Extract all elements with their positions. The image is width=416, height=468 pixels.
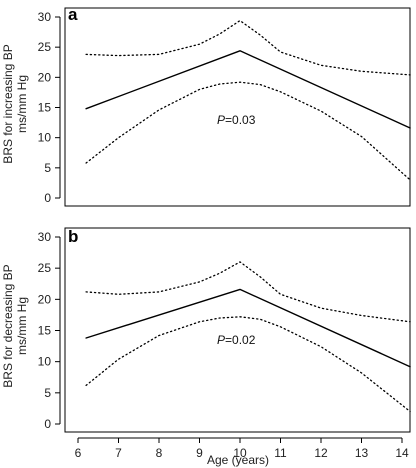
- panel-b-x-tick-label: 7: [115, 446, 122, 460]
- panel-a-y-tick-label: 15: [38, 101, 52, 115]
- panel-b-plot-box: [64, 227, 411, 433]
- panel-b-letter: b: [68, 227, 78, 246]
- x-axis-title: Age (years): [207, 453, 269, 467]
- panel-a-y-tick-label: 5: [44, 161, 51, 175]
- panel-a-p-symbol: P: [217, 113, 225, 127]
- panel-b-p-symbol: P: [217, 333, 225, 347]
- panel-b-x-tick-label: 9: [196, 446, 203, 460]
- panel-a-y-axis-title: BRS for increasing BP: [1, 44, 15, 163]
- panel-b-y-tick-label: 20: [38, 292, 52, 306]
- panel-a-y-tick-label: 0: [44, 191, 51, 205]
- panel-b-p-number: =0.02: [225, 333, 256, 347]
- panel-a-letter: a: [68, 5, 78, 24]
- panel-b-x-tick-label: 8: [156, 446, 163, 460]
- panel-a-y-tick-label: 20: [38, 70, 52, 84]
- panel-b-x-tick-label: 14: [395, 446, 409, 460]
- panel-b-x-tick-label: 12: [314, 446, 328, 460]
- panel-a-upper-ci-line: [85, 19, 411, 76]
- panel-a-lower-ci-line: [85, 81, 411, 181]
- panel-a-lines: [85, 19, 411, 181]
- panel-a-y-axis-units: ms/mm Hg: [15, 75, 29, 133]
- panel-b-ticks: 0 5 10 15 20 25 30 6 7 8 9 10 11 12 13 14: [38, 230, 409, 460]
- panel-b-upper-ci-line: [85, 261, 411, 323]
- panel-b-y-axis-title: BRS for decreasing BP: [1, 264, 15, 387]
- panel-b-y-tick-label: 5: [44, 386, 51, 400]
- panel-a-ticks: 0 5 10 15 20 25 30: [38, 10, 60, 205]
- panel-b-regression-line: [85, 288, 411, 368]
- panel-b-x-tick-label: 6: [75, 446, 82, 460]
- panel-b: 0 5 10 15 20 25 30 6 7 8 9 10 11 12 13 14 b BRS for dec…: [1, 227, 411, 460]
- panel-a-p-number: =0.03: [225, 113, 256, 127]
- panel-a-plot-box: [64, 7, 411, 207]
- panel-b-y-axis-units: ms/mm Hg: [15, 297, 29, 355]
- panel-a-p-value: P=0.03: [217, 113, 256, 127]
- panel-b-x-tick-label: 10: [233, 446, 247, 460]
- panel-b-lines: [85, 261, 411, 413]
- panel-b-lower-ci-line: [85, 316, 411, 413]
- panel-b-x-tick-label: 13: [355, 446, 369, 460]
- panel-b-y-tick-label: 25: [38, 261, 52, 275]
- panel-b-y-tick-label: 15: [38, 324, 52, 338]
- panel-a-y-tick-label: 25: [38, 40, 52, 54]
- panel-b-y-tick-label: 10: [38, 355, 52, 369]
- panel-b-y-tick-label: 0: [44, 417, 51, 431]
- panel-b-p-value: P=0.02: [217, 333, 256, 347]
- panel-b-x-tick-label: 11: [274, 446, 287, 460]
- panel-a: 0 5 10 15 20 25 30 a BRS for increasing BP ms/…: [1, 5, 411, 207]
- panel-a-regression-line: [85, 50, 411, 129]
- panel-a-y-tick-label: 30: [38, 10, 52, 24]
- panel-a-y-tick-label: 10: [38, 131, 52, 145]
- panel-b-y-tick-label: 30: [38, 230, 52, 244]
